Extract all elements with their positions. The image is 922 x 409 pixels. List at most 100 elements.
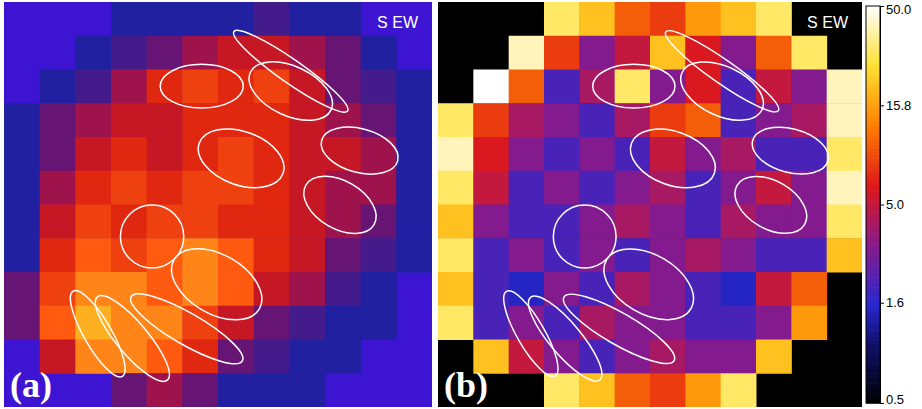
- heat-cell: [685, 205, 721, 239]
- heat-cell: [509, 103, 545, 137]
- region-ellipse: [294, 165, 386, 246]
- heat-cell: [111, 137, 147, 171]
- heat-cell: [544, 238, 580, 272]
- heat-cell: [4, 272, 40, 306]
- heat-cell: [289, 36, 325, 70]
- heat-cell: [544, 306, 580, 340]
- heat-cell: [473, 306, 509, 340]
- heat-cell: [40, 205, 76, 239]
- heat-cell: [182, 272, 218, 306]
- heat-cell: [509, 272, 545, 306]
- heat-cell: [361, 70, 397, 104]
- heat-cell: [509, 306, 545, 340]
- heat-cell: [182, 373, 218, 407]
- region-ellipse: [556, 283, 682, 374]
- region-ellipse: [190, 118, 292, 199]
- heat-cell: [325, 306, 361, 340]
- region-ellipse: [622, 118, 723, 198]
- heat-cell: [182, 171, 218, 205]
- heat-cell: [473, 137, 509, 171]
- heat-cell: [579, 306, 615, 340]
- colorbar-tick: 1.6: [880, 295, 904, 310]
- heat-cell: [396, 70, 432, 104]
- heat-cell: [685, 340, 721, 374]
- heat-cell: [544, 137, 580, 171]
- region-ellipse: [495, 285, 568, 383]
- regions: [495, 22, 834, 390]
- heat-cell: [827, 70, 862, 104]
- region-ellipse: [61, 284, 134, 383]
- heat-cell: [509, 137, 545, 171]
- heat-cell: [40, 70, 76, 104]
- heat-cell: [756, 36, 792, 70]
- heat-cell: [289, 137, 325, 171]
- region-ellipse: [747, 119, 834, 181]
- heat-cell: [75, 36, 111, 70]
- heat-cell: [4, 137, 40, 171]
- heat-cell: [325, 36, 361, 70]
- heat-cell: [147, 340, 183, 374]
- heat-cell: [147, 373, 183, 407]
- heat-cell: [361, 238, 397, 272]
- heat-cell: [289, 238, 325, 272]
- heat-cell: [827, 137, 862, 171]
- colorbar-tick-mark: [880, 6, 884, 7]
- heat-cell: [289, 373, 325, 407]
- heat-cell: [509, 205, 545, 239]
- heat-cell: [75, 137, 111, 171]
- heat-cell: [650, 340, 686, 374]
- heat-cell: [361, 103, 397, 137]
- heat-cell: [438, 238, 474, 272]
- heat-cell: [254, 238, 290, 272]
- heat-cell: [756, 171, 792, 205]
- heat-cell: [325, 272, 361, 306]
- heat-cell: [438, 306, 474, 340]
- heat-cell: [791, 70, 827, 104]
- heatmap-cells: [4, 2, 432, 407]
- heat-cell: [791, 137, 827, 171]
- heat-cell: [827, 238, 862, 272]
- heatmap-cells: [438, 2, 862, 407]
- heat-cell: [650, 238, 686, 272]
- panel-label: (a): [10, 365, 52, 405]
- heat-cell: [289, 70, 325, 104]
- heat-cell: [147, 2, 183, 36]
- heat-cell: [615, 340, 651, 374]
- heat-cell: [111, 70, 147, 104]
- heat-cell: [361, 205, 397, 239]
- heat-cell: [254, 2, 290, 36]
- heat-cell: [650, 137, 686, 171]
- heat-cell: [218, 238, 254, 272]
- region-ellipse: [518, 287, 611, 390]
- heat-cell: [218, 340, 254, 374]
- heat-cell: [650, 272, 686, 306]
- heat-cell: [791, 171, 827, 205]
- heat-cell: [544, 171, 580, 205]
- heat-cell: [827, 171, 862, 205]
- heat-cell: [325, 137, 361, 171]
- figure: S EW(a)S EW(b)0.51.65.015.850.0: [0, 0, 922, 409]
- heat-cell: [218, 137, 254, 171]
- heat-cell: [111, 272, 147, 306]
- heat-cell: [111, 373, 147, 407]
- heat-cell: [721, 340, 757, 374]
- heat-cell: [111, 306, 147, 340]
- heat-cell: [289, 306, 325, 340]
- panel: S EW (a): [4, 2, 433, 408]
- heat-cell: [685, 2, 721, 36]
- panel-title: S EW: [377, 14, 419, 31]
- heat-cell: [147, 306, 183, 340]
- heat-cell: [254, 205, 290, 239]
- heat-cell: [544, 2, 580, 36]
- colorbar-tick-label: 15.8: [886, 98, 911, 113]
- colorbar-tick-label: 1.6: [886, 295, 904, 310]
- heat-cell: [40, 171, 76, 205]
- region-ellipse: [316, 119, 403, 182]
- heat-cell: [75, 171, 111, 205]
- heat-cell: [827, 205, 862, 239]
- panel-title: S EW: [807, 14, 849, 31]
- colorbar-tick: 0.5: [880, 392, 904, 407]
- heat-cell: [685, 373, 721, 407]
- heat-cell: [396, 205, 432, 239]
- region-ellipse: [592, 234, 706, 334]
